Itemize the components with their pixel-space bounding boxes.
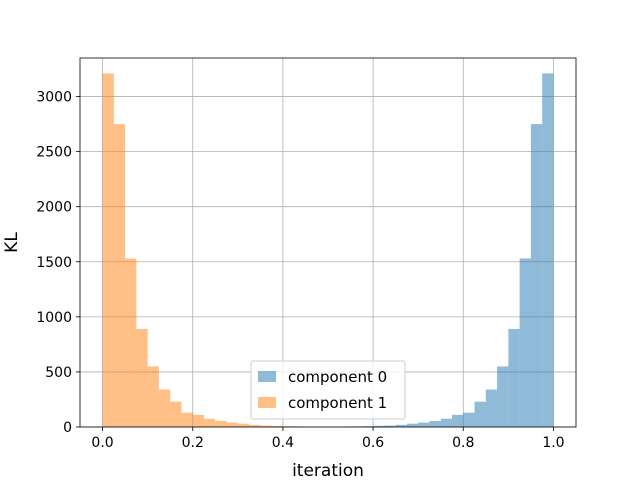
legend-swatch-component-1 [258,397,276,408]
bar-component-1-bin-5 [158,389,171,427]
x-axis-ticks: 0.0 0.2 0.4 0.6 0.8 1.0 [91,427,565,451]
bar-component-0-bin-13 [497,366,509,427]
bar-component-0-bin-16 [530,124,543,428]
bar-component-1-bin-8 [192,414,204,427]
bar-component-1-bin-12 [237,423,250,427]
bar-component-1-bin-2 [125,258,137,427]
bar-component-0-bin-5 [406,423,419,427]
x-tick-label-2: 0.4 [272,435,294,451]
bar-component-0-bin-8 [440,418,452,427]
y-axis-label: KL [2,232,22,253]
y-tick-label-1: 500 [45,365,72,381]
bar-component-1-bin-0 [102,73,114,427]
legend-box [250,360,406,420]
bar-component-0-bin-9 [452,414,464,427]
bar-component-1-bin-6 [170,401,182,427]
bar-component-0-bin-10 [463,412,475,427]
bar-component-0-bin-12 [485,389,498,427]
y-tick-label-4: 2000 [36,200,72,216]
bar-component-0-bin-17 [542,73,554,427]
bar-component-0-bin-14 [508,328,520,427]
x-tick-label-0: 0.0 [91,435,113,451]
bar-component-1-bin-1 [113,124,126,428]
bar-component-1-bin-10 [215,420,227,427]
legend: component 0 component 1 [250,360,406,420]
bar-component-0-bin-2 [373,425,385,427]
x-tick-label-4: 0.8 [452,435,474,451]
legend-label-component-1: component 1 [288,394,387,412]
y-tick-label-0: 0 [63,420,72,436]
y-tick-label-3: 1500 [36,255,72,271]
x-axis-label: iteration [292,461,364,480]
y-tick-label-2: 1000 [36,310,72,326]
bar-component-0-bin-4 [395,424,407,427]
bar-component-1-bin-14 [260,425,272,427]
y-tick-label-6: 3000 [36,90,72,106]
histogram-bars [102,73,554,428]
bar-component-1-bin-9 [204,418,216,427]
bar-component-0-bin-6 [418,422,430,427]
bar-component-1-bin-4 [147,366,159,427]
bar-component-0-bin-7 [429,420,441,427]
y-axis-ticks: 0 500 1000 1500 2000 2500 3000 [36,90,80,436]
bar-component-1-bin-11 [226,422,238,427]
legend-swatch-component-0 [258,371,276,382]
y-tick-label-5: 2500 [36,145,72,161]
bar-component-0-bin-15 [519,258,531,427]
x-tick-label-3: 0.6 [362,435,384,451]
bar-component-1-bin-7 [181,412,193,427]
bar-component-0-bin-3 [384,425,396,427]
bar-component-0-bin-11 [474,401,486,427]
bar-component-1-bin-15 [271,425,283,427]
bar-component-1-bin-3 [136,328,148,427]
bar-component-1-bin-13 [249,424,261,427]
x-tick-label-5: 1.0 [542,435,564,451]
legend-label-component-0: component 0 [288,368,387,386]
x-tick-label-1: 0.2 [182,435,204,451]
plot-frame [79,57,577,428]
